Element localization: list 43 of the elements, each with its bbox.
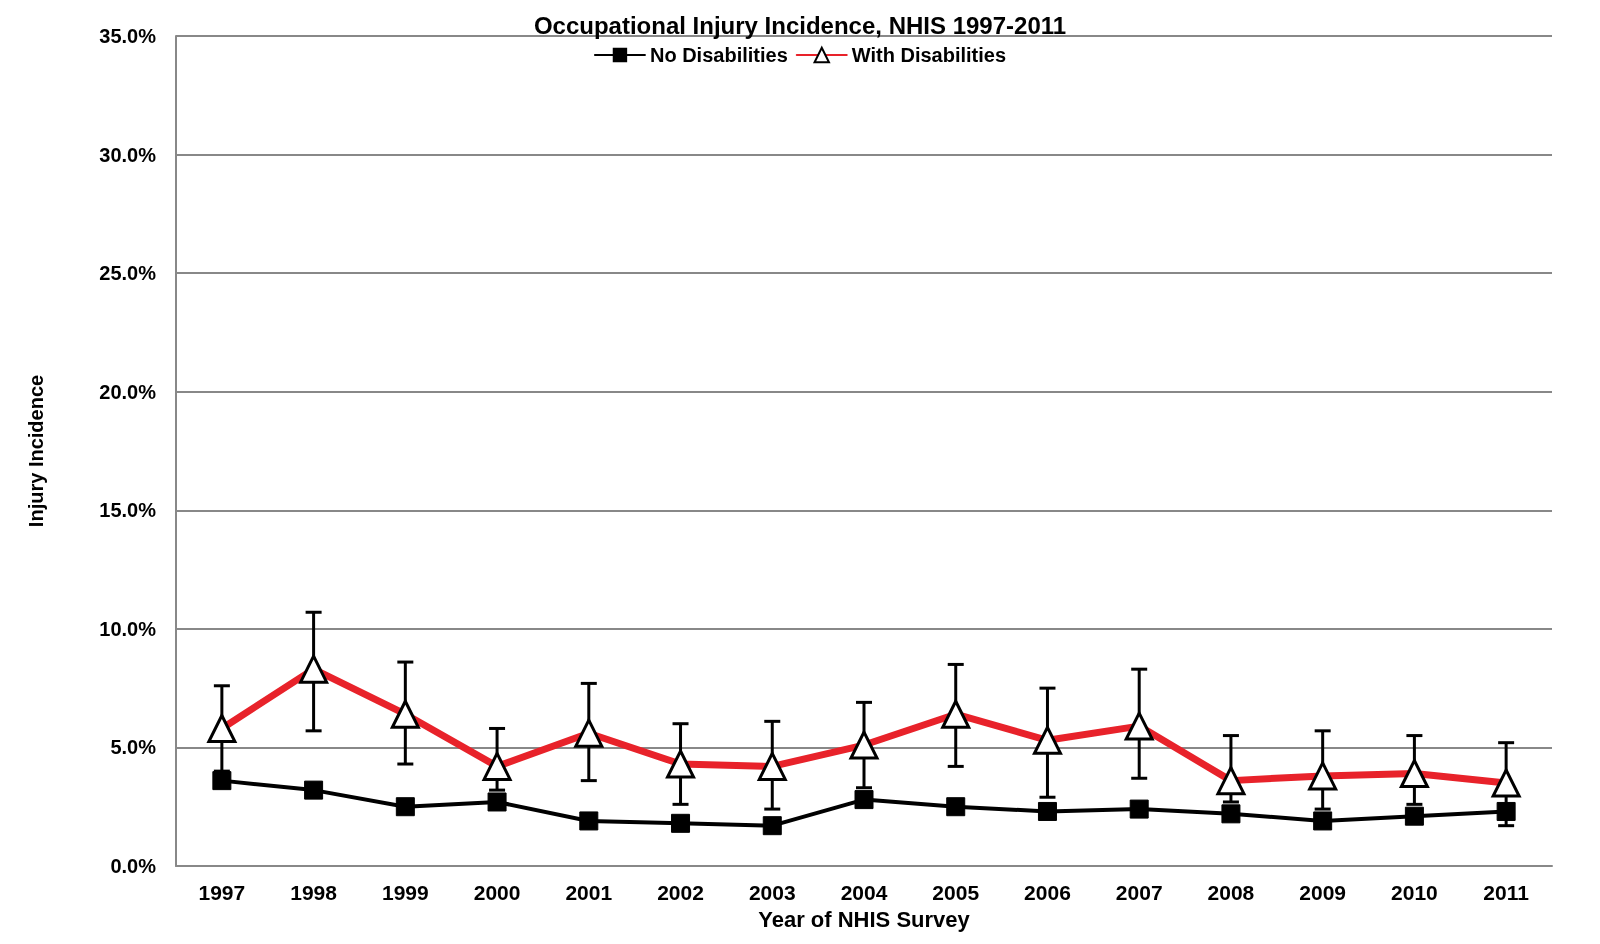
x-tick-label: 2003 [748,881,796,904]
x-tick-label: 2001 [565,881,613,904]
point [854,790,874,810]
point [579,811,599,831]
point [1129,799,1149,819]
chart-title: Occupational Injury Incidence, NHIS 1997-2011 [533,11,1067,39]
y-tick-label: 30.0% [99,143,157,166]
point [1496,801,1516,821]
x-tick-label: 2010 [1391,881,1438,904]
point [671,813,691,833]
y-tick-label: 10.0% [99,617,157,640]
point [1404,806,1424,826]
x-tick-label: 2006 [1024,881,1071,904]
x-tick-label: 2005 [932,881,980,904]
x-axis-title: Year of NHIS Survey [758,906,971,932]
y-tick-label: 5.0% [110,736,157,759]
x-tick-label: 1999 [381,881,429,904]
point [304,780,324,800]
y-axis-title: Injury Incidence [25,374,47,528]
y-tick-label: 20.0% [99,380,157,403]
x-tick-label: 2009 [1299,881,1347,904]
point [1221,804,1241,824]
x-tick-label: 2002 [657,881,704,904]
x-tick-label: 2000 [473,881,521,904]
x-tick-label: 1998 [290,881,338,904]
point [395,797,415,817]
legend-label: No Disabilities [649,44,788,66]
point [487,792,507,812]
point [212,771,232,791]
x-tick-label: 2008 [1207,881,1255,904]
point [946,797,966,817]
x-tick-label: 2011 [1483,881,1530,904]
x-tick-label: 1997 [198,881,246,904]
point [1037,801,1057,821]
y-tick-label: 0.0% [110,855,157,877]
x-tick-label: 2007 [1115,881,1163,904]
y-tick-label: 35.0% [99,25,157,47]
legend-label: With Disabilities [851,44,1007,66]
point [762,816,782,836]
x-tick-label: 2004 [840,881,888,904]
y-tick-label: 25.0% [99,262,157,285]
y-tick-label: 15.0% [99,499,157,522]
point [1313,811,1333,831]
